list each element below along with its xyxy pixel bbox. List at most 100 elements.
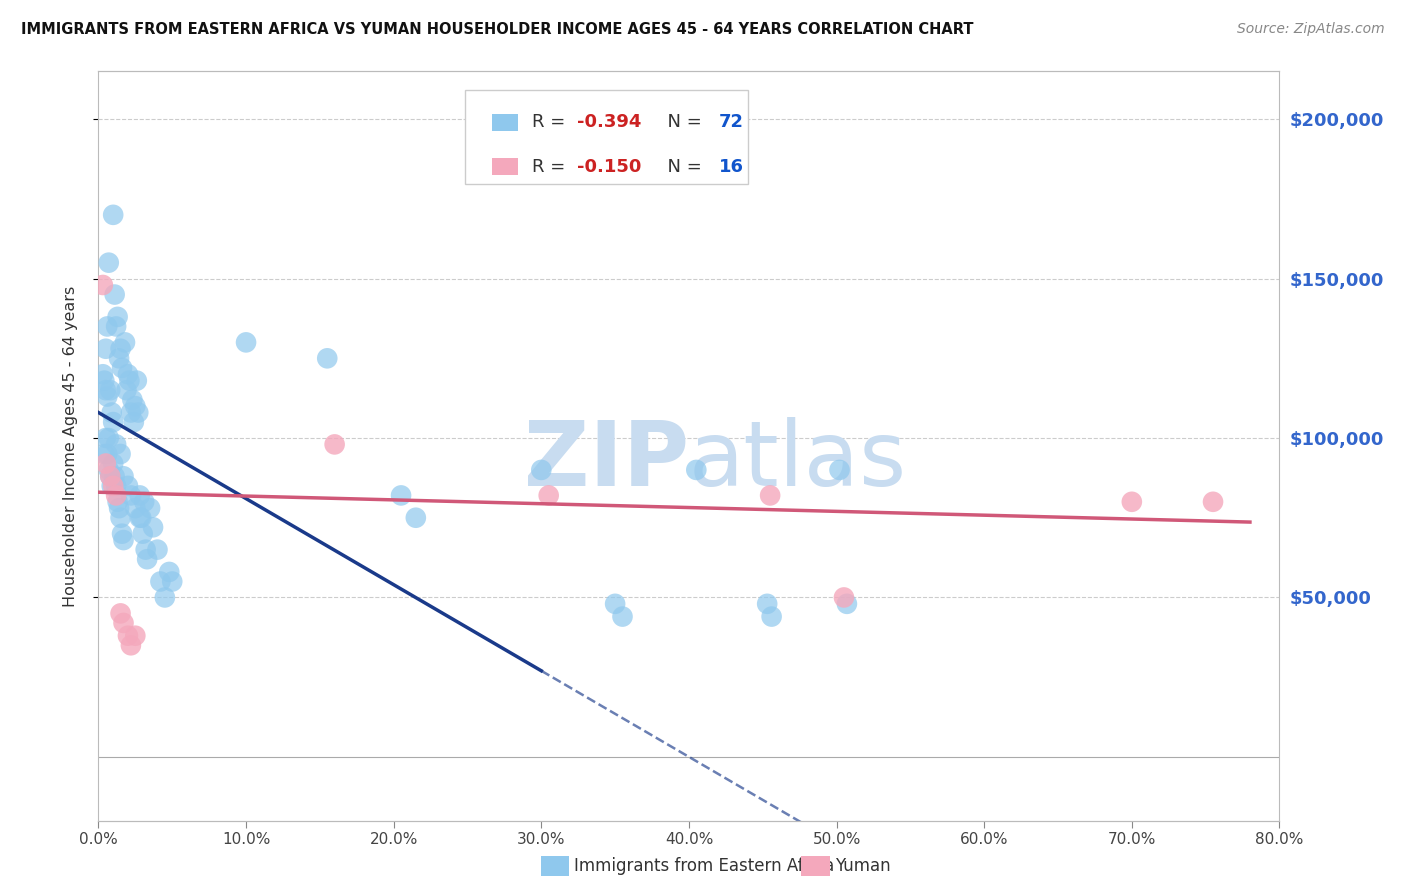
Point [124,629,146,643]
Point [100,405,122,419]
Point [94,383,117,397]
Point [103,208,125,222]
Point [122,415,145,429]
Point [98,469,121,483]
Point [1202,495,1225,509]
Point [120,488,142,502]
Point [127,405,149,419]
Point [91,277,114,292]
Point [114,335,136,350]
Text: 16: 16 [718,158,744,176]
Point [405,510,427,524]
Point [120,405,142,419]
Point [110,447,132,461]
Point [125,374,148,388]
Point [107,310,129,324]
Point [96,319,118,334]
Text: N =: N = [655,113,707,131]
Point [136,552,159,566]
Point [323,437,346,451]
Point [108,501,131,516]
Text: R =: R = [531,113,571,131]
Point [117,479,139,493]
Point [117,629,139,643]
Point [98,469,121,483]
Text: Source: ZipAtlas.com: Source: ZipAtlas.com [1237,22,1385,37]
Y-axis label: Householder Income Ages 45 - 64 years: Householder Income Ages 45 - 64 years [63,285,77,607]
Point [115,383,138,397]
Point [112,533,135,547]
Point [124,399,146,413]
Point [94,431,117,445]
Point [104,287,127,301]
Text: N =: N = [655,158,707,176]
Point [107,495,129,509]
Point [94,457,117,471]
Point [162,574,183,589]
Point [132,526,155,541]
Point [110,607,132,621]
Point [117,368,139,382]
Point [103,479,125,493]
Point [103,415,125,429]
Point [103,457,125,471]
Point [235,335,257,350]
FancyBboxPatch shape [464,90,748,184]
Point [124,501,146,516]
Point [100,479,122,493]
Point [153,591,176,605]
FancyBboxPatch shape [492,158,517,175]
Point [98,383,121,397]
FancyBboxPatch shape [492,114,517,130]
Text: IMMIGRANTS FROM EASTERN AFRICA VS YUMAN HOUSEHOLDER INCOME AGES 45 - 64 YEARS CO: IMMIGRANTS FROM EASTERN AFRICA VS YUMAN … [21,22,973,37]
Point [105,319,128,334]
Point [142,520,165,534]
Point [149,574,172,589]
Point [97,463,120,477]
Point [128,510,150,524]
Point [105,488,128,502]
Point [134,495,156,509]
Text: -0.150: -0.150 [576,158,641,176]
Point [112,469,135,483]
Point [118,374,141,388]
Point [128,488,150,502]
Point [1121,495,1143,509]
Point [139,501,162,516]
Point [612,609,634,624]
Point [828,463,851,477]
Point [756,597,779,611]
Point [835,597,858,611]
Point [97,431,120,445]
Point [120,638,142,652]
Point [135,542,157,557]
Text: Immigrants from Eastern Africa: Immigrants from Eastern Africa [574,857,834,875]
Text: 72: 72 [718,113,744,131]
Point [110,342,132,356]
Text: -0.394: -0.394 [576,113,641,131]
Text: ZIP: ZIP [524,417,689,505]
Text: Yuman: Yuman [835,857,891,875]
Point [316,351,339,366]
Point [111,360,134,375]
Point [108,351,131,366]
Point [537,488,560,502]
Point [105,437,128,451]
Point [110,510,132,524]
Point [389,488,412,502]
Point [129,510,152,524]
Point [759,488,782,502]
Point [93,374,115,388]
Point [112,615,135,630]
Point [104,469,127,483]
Point [157,565,180,579]
Point [111,526,134,541]
Point [91,368,114,382]
Point [685,463,707,477]
Text: R =: R = [531,158,571,176]
Point [146,542,169,557]
Point [121,392,143,407]
Point [761,609,783,624]
Point [97,255,120,269]
Point [93,447,115,461]
